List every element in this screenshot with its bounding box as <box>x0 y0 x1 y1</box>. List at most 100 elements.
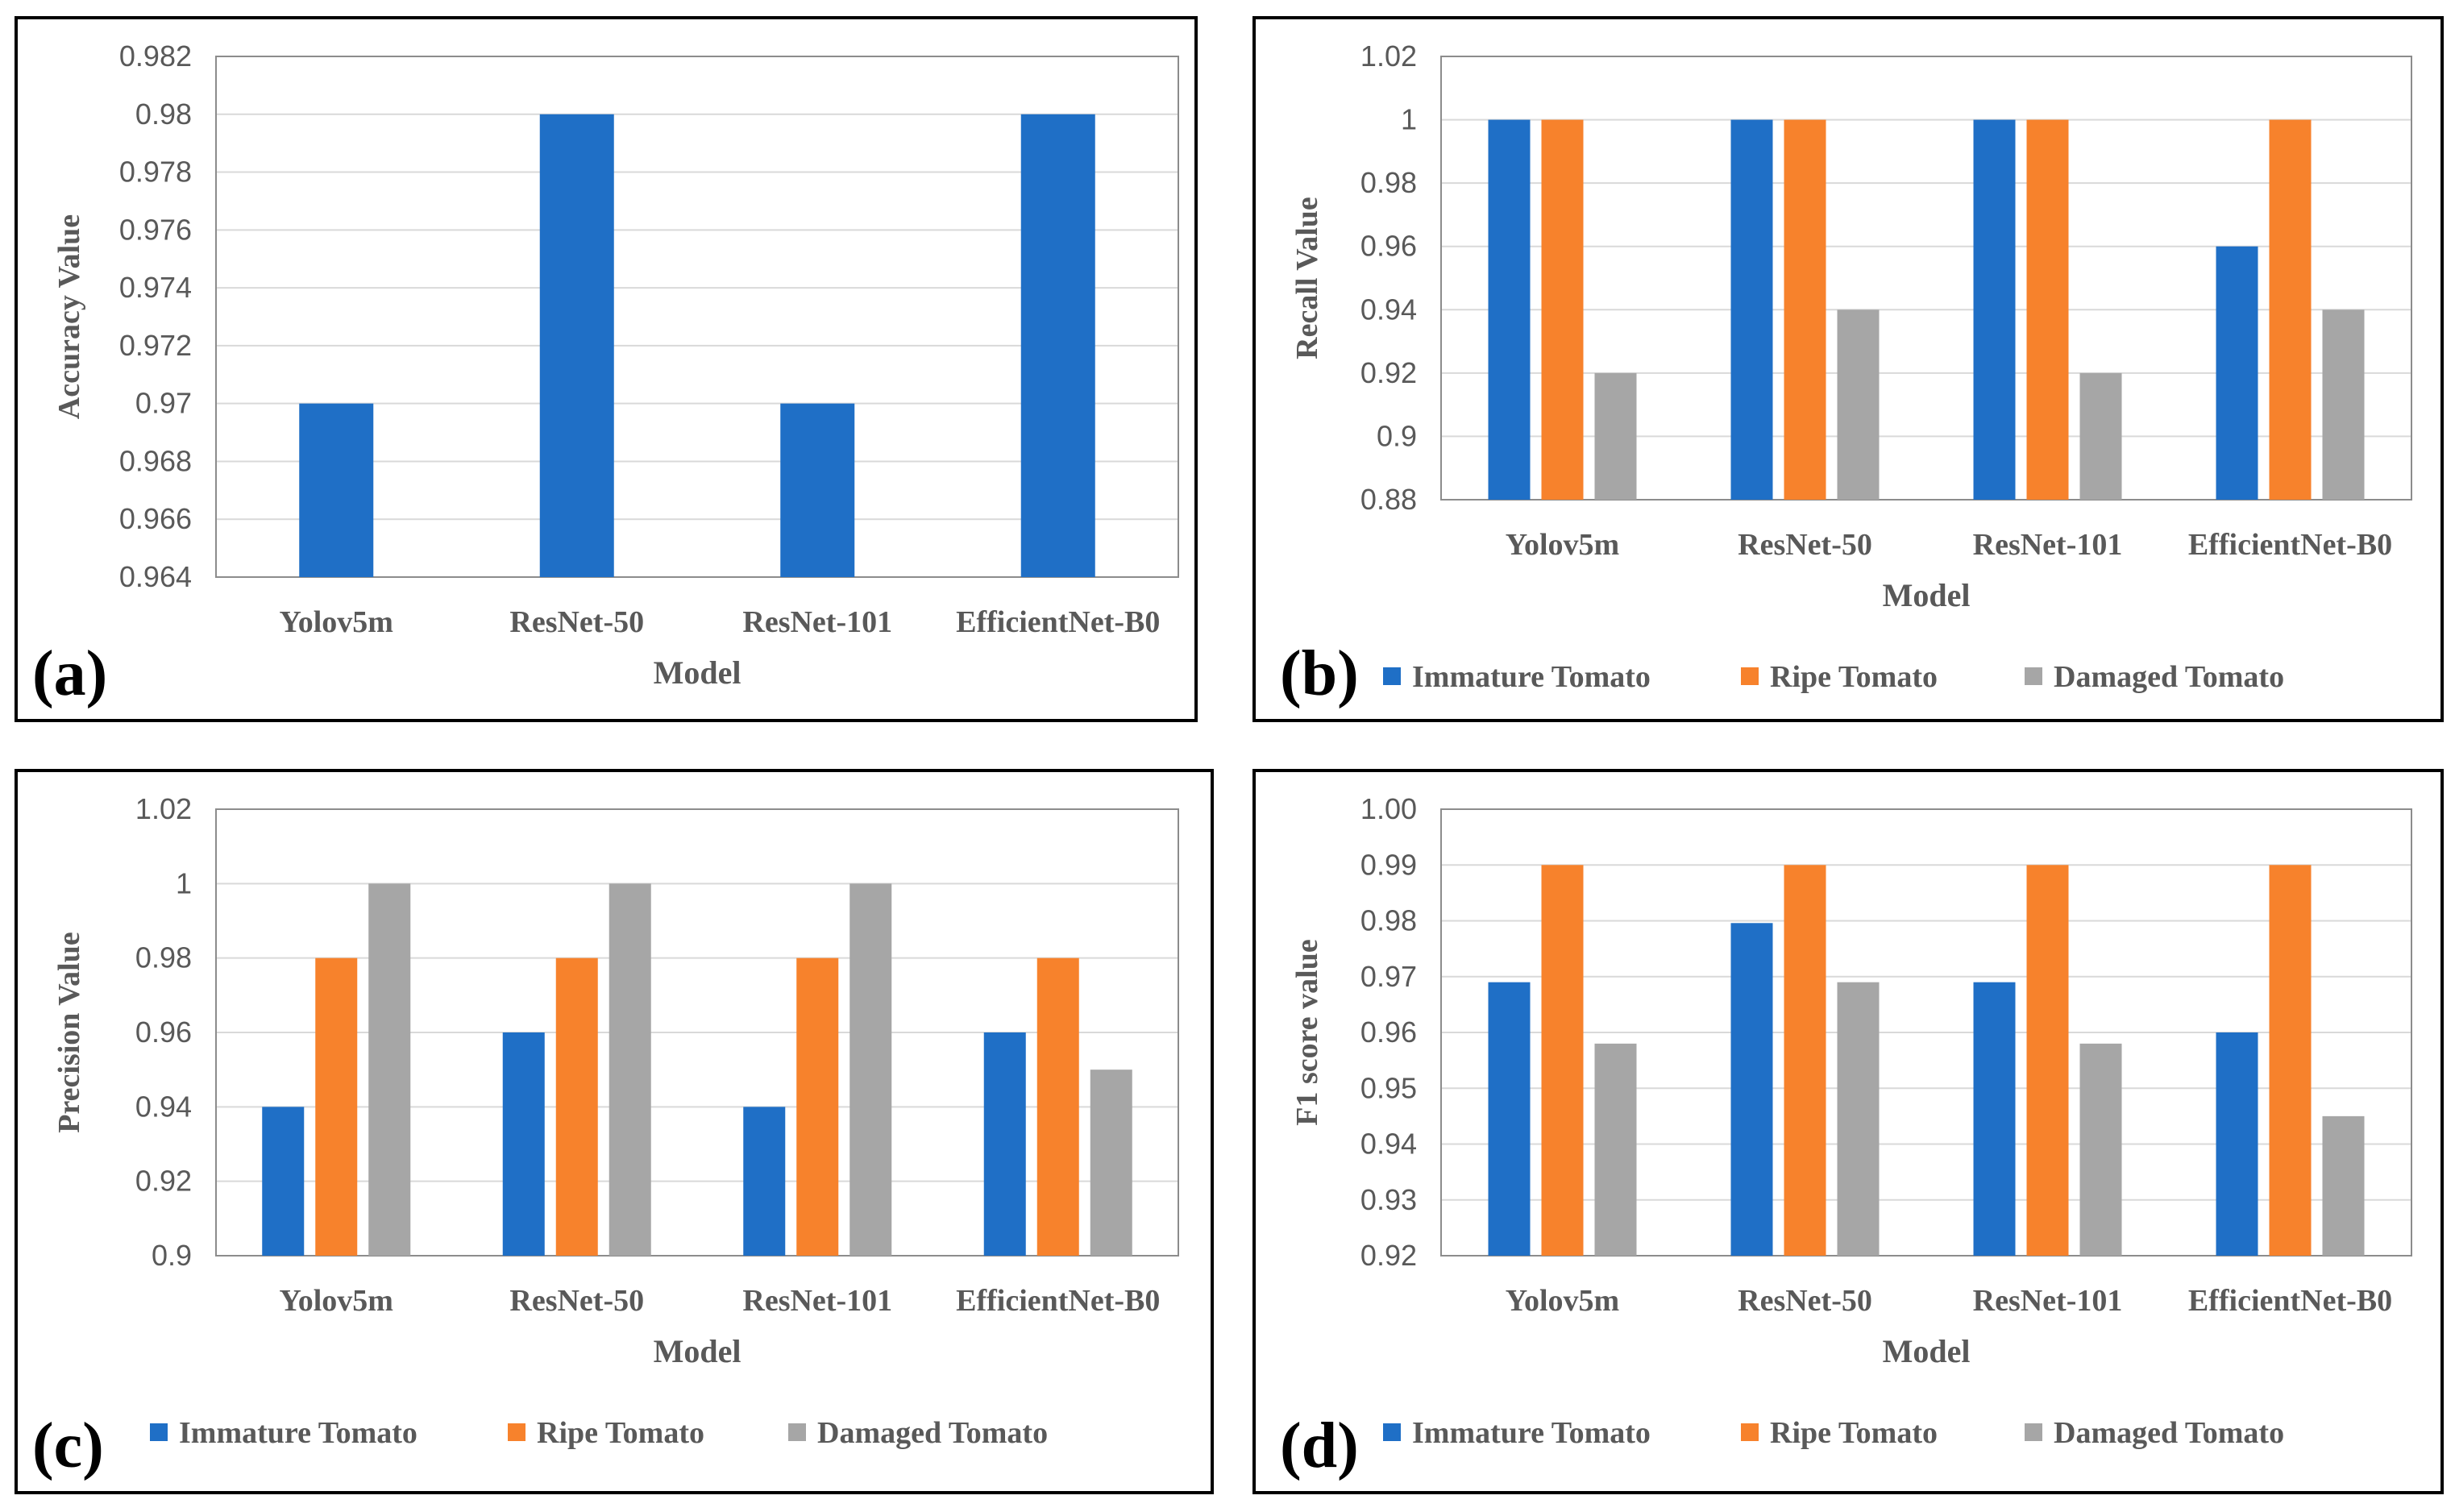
bar-ripe-tomato-efficientnet-b0 <box>2269 119 2312 501</box>
x-tick-label: ResNet-101 <box>1973 528 2123 562</box>
y-axis-label: Recall Value <box>1290 197 1324 359</box>
bar-damaged-tomato-yolov5m <box>1594 372 1637 500</box>
bar-immature-tomato-yolov5m <box>1488 982 1531 1256</box>
bar-accuracy-resnet-101 <box>780 403 855 577</box>
bar-ripe-tomato-efficientnet-b0 <box>2269 865 2312 1256</box>
x-tick-label: Yolov5m <box>1506 1284 1619 1318</box>
plot-area <box>1440 56 2412 501</box>
y-tick-label: 0.96 <box>135 1016 192 1049</box>
legend-swatch <box>2025 667 2042 685</box>
y-tick-label: 0.94 <box>135 1090 192 1123</box>
x-tick-label: ResNet-50 <box>1738 528 1872 562</box>
legend-swatch <box>1741 1423 1759 1441</box>
x-tick-label: EfficientNet-B0 <box>2188 528 2392 562</box>
bar-immature-tomato-resnet-101 <box>1973 982 2016 1256</box>
bar-immature-tomato-resnet-101 <box>743 1107 786 1256</box>
x-tick-label: ResNet-50 <box>509 1284 644 1318</box>
y-tick-label: 1.02 <box>1360 39 1417 73</box>
bar-ripe-tomato-resnet-50 <box>555 957 598 1256</box>
legend-label: Ripe Tomato <box>1770 660 1938 694</box>
legend-label: Ripe Tomato <box>1770 1416 1938 1450</box>
x-tick-label: Yolov5m <box>1506 528 1619 562</box>
y-tick-label: 1.02 <box>135 792 192 825</box>
x-tick-label: Yolov5m <box>280 1284 393 1318</box>
x-tick-label: EfficientNet-B0 <box>956 1284 1160 1318</box>
bar-immature-tomato-yolov5m <box>262 1107 305 1256</box>
legend-swatch <box>1741 667 1759 685</box>
bar-immature-tomato-yolov5m <box>1488 119 1531 501</box>
x-tick-label: EfficientNet-B0 <box>2188 1284 2392 1318</box>
bar-immature-tomato-efficientnet-b0 <box>2216 1032 2258 1256</box>
bar-immature-tomato-resnet-50 <box>502 1032 545 1256</box>
y-tick-label: 0.96 <box>1360 1016 1417 1049</box>
x-tick-label: ResNet-101 <box>1973 1284 2123 1318</box>
y-tick-label: 0.968 <box>119 444 192 477</box>
legend-swatch <box>1383 1423 1401 1441</box>
y-tick-label: 0.966 <box>119 502 192 535</box>
legend-swatch <box>508 1423 525 1441</box>
legend-label: Ripe Tomato <box>537 1416 704 1450</box>
y-tick-label: 0.98 <box>1360 166 1417 199</box>
plot-area <box>215 56 1179 578</box>
bar-damaged-tomato-efficientnet-b0 <box>2322 1115 2365 1256</box>
bar-damaged-tomato-yolov5m <box>1594 1043 1637 1256</box>
bar-ripe-tomato-resnet-101 <box>2026 119 2069 501</box>
y-tick-label: 1 <box>176 866 192 899</box>
legend-label: Immature Tomato <box>1412 660 1651 694</box>
bar-ripe-tomato-resnet-101 <box>796 957 839 1256</box>
legend-label: Damaged Tomato <box>2054 1416 2284 1450</box>
y-tick-label: 0.92 <box>135 1165 192 1198</box>
x-tick-label: ResNet-50 <box>509 605 644 639</box>
accuracy-chart-panel: 0.964 0.966 0.968 0.97 0.972 0.974 0.976 0.978 0… <box>15 16 1198 722</box>
bar-ripe-tomato-resnet-50 <box>1784 119 1826 501</box>
y-tick-label: 0.9 <box>152 1239 192 1272</box>
bar-accuracy-resnet-50 <box>539 114 614 577</box>
recall-chart-panel: 0.88 0.9 0.92 0.94 0.96 0.98 1 1.02 Yolov5m ResNe… <box>1252 16 2444 722</box>
y-tick-label: 0.98 <box>135 941 192 974</box>
y-tick-label: 0.972 <box>119 329 192 362</box>
legend-label: Damaged Tomato <box>817 1416 1048 1450</box>
y-tick-label: 0.974 <box>119 271 192 304</box>
x-tick-label: ResNet-101 <box>742 1284 892 1318</box>
bar-ripe-tomato-resnet-50 <box>1784 865 1826 1256</box>
y-tick-label: 1.00 <box>1360 792 1417 825</box>
legend-label: Immature Tomato <box>1412 1416 1651 1450</box>
y-tick-label: 0.96 <box>1360 230 1417 263</box>
bar-immature-tomato-resnet-50 <box>1730 119 1773 501</box>
bar-ripe-tomato-efficientnet-b0 <box>1036 957 1079 1256</box>
bar-ripe-tomato-resnet-101 <box>2026 865 2069 1256</box>
x-axis-label: Model <box>1883 577 1971 613</box>
plot-area <box>1440 808 2412 1257</box>
bar-damaged-tomato-resnet-50 <box>609 883 651 1256</box>
y-tick-label: 1 <box>1401 103 1417 136</box>
x-tick-label: ResNet-101 <box>742 605 892 639</box>
x-axis-label: Model <box>654 1333 741 1369</box>
x-axis-label: Model <box>1883 1333 1971 1369</box>
y-tick-label: 0.92 <box>1360 1239 1417 1272</box>
y-tick-label: 0.93 <box>1360 1183 1417 1216</box>
panel-label: (b) <box>1280 638 1359 709</box>
legend-swatch <box>150 1423 168 1441</box>
y-tick-label: 0.98 <box>135 98 192 131</box>
y-tick-label: 0.95 <box>1360 1071 1417 1104</box>
panel-label: (c) <box>32 1410 104 1481</box>
bar-ripe-tomato-yolov5m <box>1541 865 1584 1256</box>
legend-label: Immature Tomato <box>179 1416 417 1450</box>
bar-accuracy-efficientnet-b0 <box>1020 114 1095 577</box>
f1-score-chart-panel: 0.92 0.93 0.94 0.95 0.96 0.97 0.98 0.99 1.00 Yolo… <box>1252 769 2444 1494</box>
y-tick-label: 0.978 <box>119 156 192 189</box>
x-axis-label: Model <box>654 654 741 691</box>
bar-immature-tomato-resnet-50 <box>1730 923 1773 1256</box>
plot-area <box>215 808 1179 1257</box>
y-tick-label: 0.97 <box>135 387 192 420</box>
precision-chart-panel: 0.9 0.92 0.94 0.96 0.98 1 1.02 Yolov5m ResNet-50… <box>15 769 1214 1494</box>
y-tick-label: 0.94 <box>1360 1128 1417 1161</box>
legend-swatch <box>2025 1423 2042 1441</box>
x-tick-label: ResNet-50 <box>1738 1284 1872 1318</box>
y-tick-label: 0.92 <box>1360 356 1417 389</box>
y-tick-label: 0.98 <box>1360 904 1417 937</box>
panel-label: (d) <box>1280 1410 1359 1481</box>
bar-damaged-tomato-yolov5m <box>368 883 411 1256</box>
legend-label: Damaged Tomato <box>2054 660 2284 694</box>
